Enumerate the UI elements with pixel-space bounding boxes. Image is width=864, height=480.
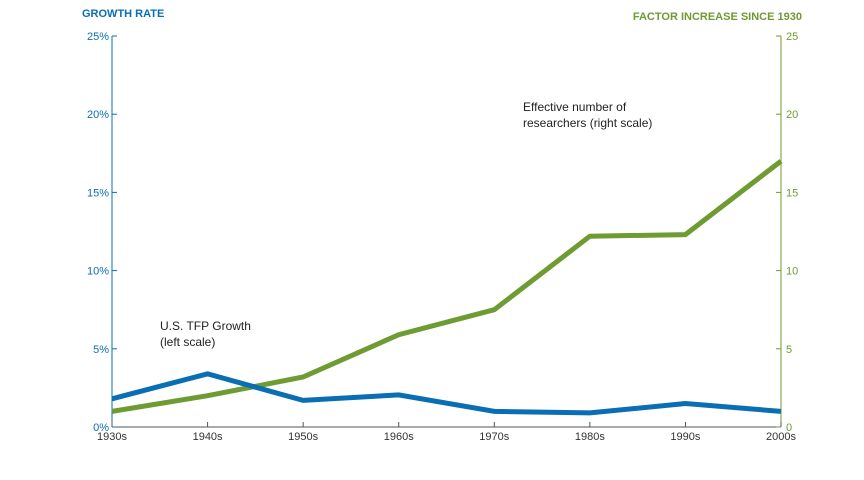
series-layer bbox=[111, 159, 783, 416]
axes bbox=[111, 36, 782, 428]
x-tick-label: 1990s bbox=[670, 431, 700, 443]
researchers-annotation-line-2: researchers (right scale) bbox=[523, 116, 652, 130]
x-tick-label: 1930s bbox=[97, 431, 127, 443]
x-tick-label: 1940s bbox=[193, 431, 223, 443]
left-tick-label: 25% bbox=[87, 31, 109, 43]
tfp-annotation-line-1: U.S. TFP Growth bbox=[160, 319, 251, 333]
right-tick-label: 10 bbox=[786, 266, 798, 278]
left-axis-title: GROWTH RATE bbox=[82, 8, 164, 20]
ticks: 0% 5% 10% 15% 20% 25% 0 5 10 15 20 25 1930s 1940s 1950… bbox=[87, 31, 798, 443]
right-axis-title: FACTOR INCREASE SINCE 1930 bbox=[633, 11, 802, 23]
right-tick-label: 25 bbox=[786, 31, 798, 43]
left-tick-label: 20% bbox=[87, 109, 109, 121]
researchers-annotation-line-1: Effective number of bbox=[523, 100, 627, 114]
x-tick-label: 2000s bbox=[766, 431, 796, 443]
left-tick-label: 5% bbox=[93, 344, 109, 356]
x-tick-label: 1970s bbox=[479, 431, 509, 443]
left-tick-label: 10% bbox=[87, 266, 109, 278]
left-tick-label: 15% bbox=[87, 187, 109, 199]
right-tick-label: 5 bbox=[786, 344, 792, 356]
researchers-line bbox=[111, 159, 783, 414]
tfp-annotation-line-2: (left scale) bbox=[160, 335, 215, 349]
tfp-growth-line bbox=[111, 371, 782, 416]
x-tick-label: 1960s bbox=[384, 431, 414, 443]
right-tick-label: 0 bbox=[786, 422, 792, 434]
right-tick-label: 20 bbox=[786, 109, 798, 121]
x-tick-label: 1980s bbox=[575, 431, 605, 443]
right-tick-label: 15 bbox=[786, 187, 798, 199]
x-tick-label: 1950s bbox=[288, 431, 318, 443]
left-tick-label: 0% bbox=[93, 422, 109, 434]
